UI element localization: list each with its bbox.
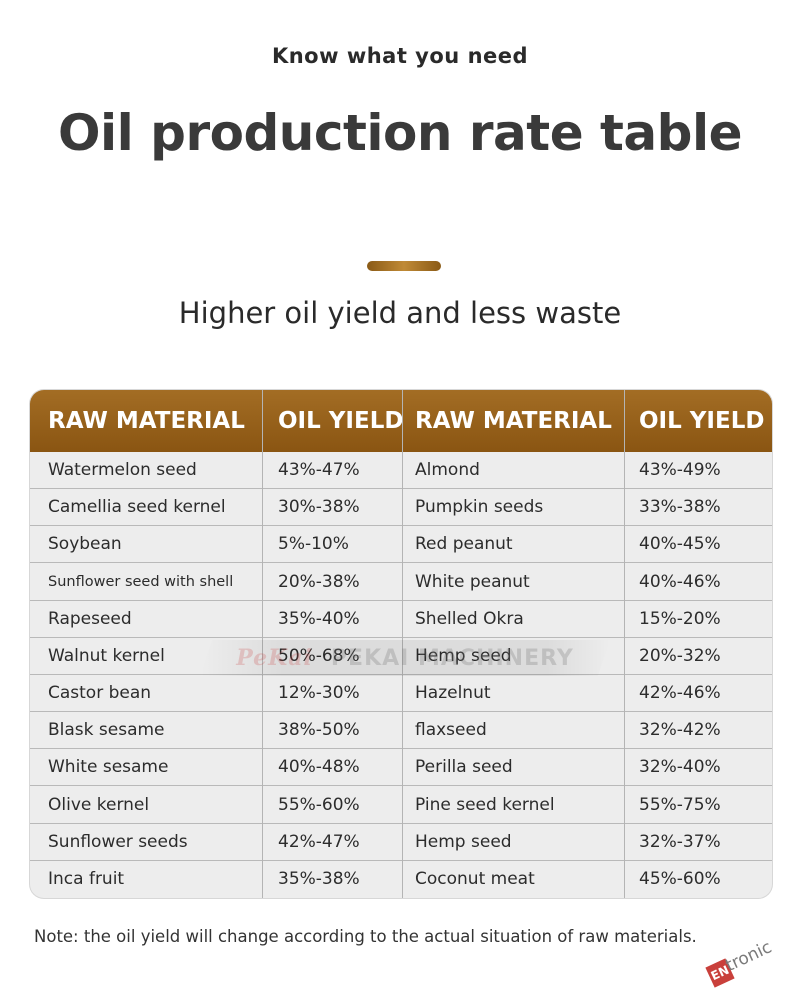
raw-material-cell: Walnut kernel bbox=[48, 645, 165, 666]
oil-yield-cell: 55%-60% bbox=[278, 794, 360, 815]
raw-material-cell: Sunflower seeds bbox=[48, 831, 188, 852]
raw-material-cell: Hemp seed bbox=[415, 831, 512, 852]
table-header: RAW MATERIAL OIL YIELD RAW MATERIAL OIL … bbox=[30, 390, 772, 452]
oil-yield-cell: 33%-38% bbox=[639, 497, 721, 518]
raw-material-cell: Hazelnut bbox=[415, 683, 491, 703]
raw-material-cell: flaxseed bbox=[415, 720, 487, 741]
raw-material-cell: White sesame bbox=[48, 757, 169, 778]
raw-material-cell: Shelled Okra bbox=[415, 608, 524, 629]
raw-material-cell: Watermelon seed bbox=[48, 460, 197, 480]
column-header-raw-material-1: RAW MATERIAL bbox=[48, 408, 245, 434]
oil-yield-cell: 32%-37% bbox=[639, 831, 721, 852]
column-header-oil-yield-1: OIL YIELD bbox=[278, 408, 404, 434]
raw-material-cell: Hemp seed bbox=[415, 645, 512, 666]
raw-material-cell: Camellia seed kernel bbox=[48, 497, 226, 518]
oil-yield-cell: 43%-47% bbox=[278, 460, 360, 480]
raw-material-cell: Coconut meat bbox=[415, 868, 535, 889]
column-header-oil-yield-2: OIL YIELD bbox=[639, 408, 765, 434]
oil-yield-cell: 20%-32% bbox=[639, 645, 721, 666]
raw-material-cell: Sunflower seed with shell bbox=[48, 573, 234, 590]
table-body: Watermelon seed 43%-47% Almond 43%-49% Camel… bbox=[30, 452, 772, 898]
oil-yield-cell: 43%-49% bbox=[639, 460, 721, 480]
table-row: White sesame 40%-48% Perilla seed 32%-40% bbox=[30, 749, 772, 787]
oil-yield-cell: 32%-40% bbox=[639, 757, 721, 778]
oil-yield-cell: 32%-42% bbox=[639, 720, 721, 741]
footnote: Note: the oil yield will change accordin… bbox=[34, 927, 697, 946]
column-divider bbox=[262, 390, 263, 898]
raw-material-cell: Perilla seed bbox=[415, 757, 513, 778]
column-header-raw-material-2: RAW MATERIAL bbox=[415, 408, 612, 434]
oil-yield-cell: 55%-75% bbox=[639, 794, 721, 815]
oil-yield-cell: 40%-46% bbox=[639, 571, 721, 592]
table-row: Walnut kernel 50%-68% Hemp seed 20%-32% bbox=[30, 638, 772, 675]
column-divider bbox=[624, 390, 625, 898]
raw-material-cell: Pine seed kernel bbox=[415, 794, 555, 815]
raw-material-cell: Soybean bbox=[48, 534, 122, 555]
oil-yield-cell: 20%-38% bbox=[278, 571, 360, 592]
page-subtitle: Higher oil yield and less waste bbox=[178, 296, 622, 330]
table-row: Rapeseed 35%-40% Shelled Okra 15%-20% bbox=[30, 601, 772, 638]
raw-material-cell: Rapeseed bbox=[48, 608, 132, 629]
oil-yield-cell: 40%-45% bbox=[639, 534, 721, 555]
oil-yield-cell: 30%-38% bbox=[278, 497, 360, 518]
table-row: Soybean 5%-10% Red peanut 40%-45% bbox=[30, 526, 772, 564]
raw-material-cell: Olive kernel bbox=[48, 794, 150, 815]
oil-yield-cell: 40%-48% bbox=[278, 757, 360, 778]
raw-material-cell: Red peanut bbox=[415, 534, 513, 555]
oil-yield-cell: 42%-46% bbox=[639, 683, 721, 703]
table-row: Sunflower seed with shell 20%-38% White pe… bbox=[30, 564, 772, 601]
raw-material-cell: Blask sesame bbox=[48, 720, 165, 741]
oil-yield-cell: 50%-68% bbox=[278, 645, 360, 666]
table-row: Castor bean 12%-30% Hazelnut 42%-46% bbox=[30, 675, 772, 713]
table-row: Watermelon seed 43%-47% Almond 43%-49% bbox=[30, 452, 772, 490]
oil-yield-cell: 35%-38% bbox=[278, 868, 360, 889]
raw-material-cell: Castor bean bbox=[48, 683, 152, 703]
page-title: Oil production rate table bbox=[57, 104, 743, 162]
table-row: Inca fruit 35%-38% Coconut meat 45%-60% bbox=[30, 861, 772, 898]
raw-material-cell: Inca fruit bbox=[48, 868, 125, 889]
raw-material-cell: White peanut bbox=[415, 571, 530, 592]
kicker-text: Know what you need bbox=[271, 44, 529, 68]
oil-yield-cell: 38%-50% bbox=[278, 720, 360, 741]
oil-yield-cell: 45%-60% bbox=[639, 868, 721, 889]
oil-yield-cell: 42%-47% bbox=[278, 831, 360, 852]
table-row: Blask sesame 38%-50% flaxseed 32%-42% bbox=[30, 712, 772, 750]
column-divider bbox=[402, 390, 403, 898]
brand-logo: EN tronic bbox=[703, 937, 795, 992]
oil-yield-cell: 35%-40% bbox=[278, 608, 360, 629]
table-row: Olive kernel 55%-60% Pine seed kernel 55%-7… bbox=[30, 787, 772, 824]
raw-material-cell: Almond bbox=[415, 460, 480, 480]
raw-material-cell: Pumpkin seeds bbox=[415, 497, 544, 518]
oil-yield-cell: 12%-30% bbox=[278, 683, 360, 703]
table-row: Sunflower seeds 42%-47% Hemp seed 32%-37% bbox=[30, 824, 772, 861]
oil-yield-cell: 5%-10% bbox=[278, 534, 349, 555]
oil-yield-cell: 15%-20% bbox=[639, 608, 721, 629]
title-divider bbox=[367, 261, 441, 271]
table-row: Camellia seed kernel 30%-38% Pumpkin seeds… bbox=[30, 489, 772, 527]
oil-yield-table: RAW MATERIAL OIL YIELD RAW MATERIAL OIL … bbox=[30, 390, 772, 898]
